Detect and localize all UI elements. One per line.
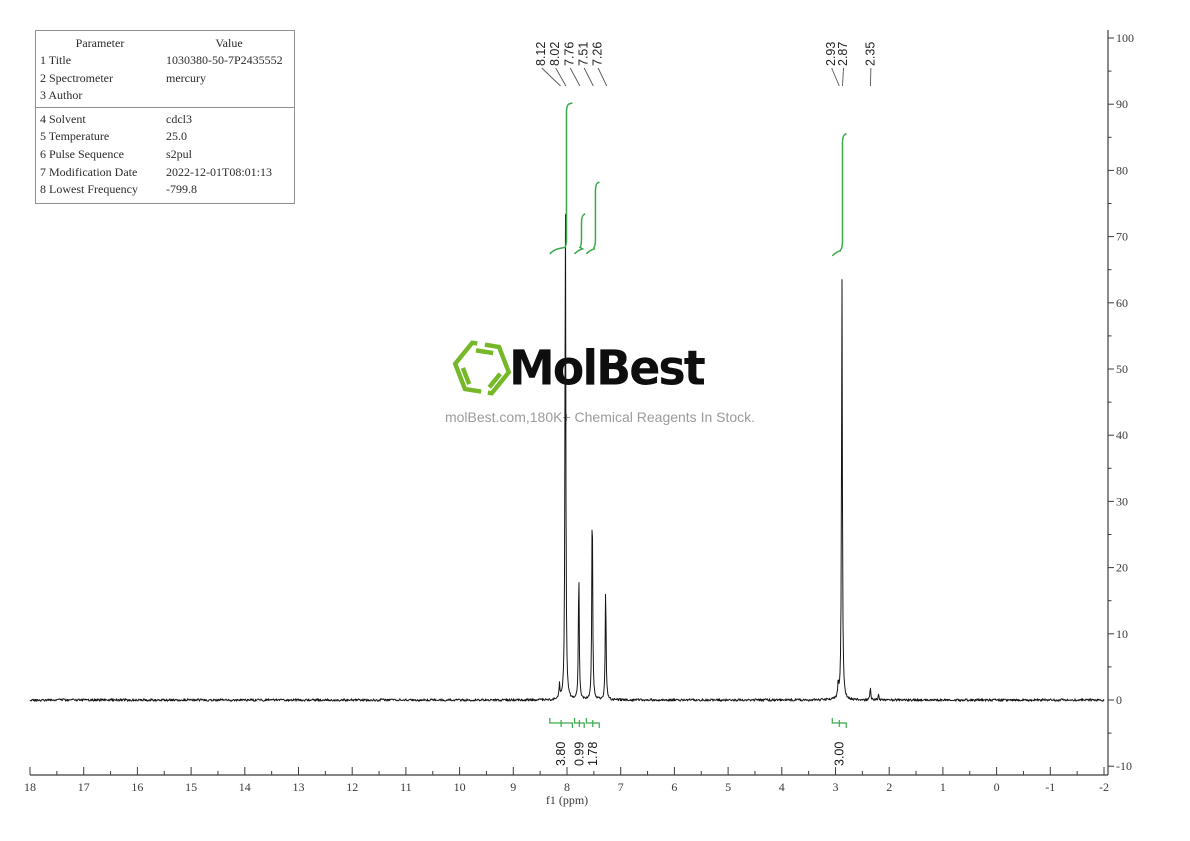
x-axis-tick-label: 14 [239,780,251,794]
y-axis-tick-label: 10 [1116,627,1128,641]
x-axis-tick-label: 0 [994,780,1000,794]
header-parameter: Parameter [75,36,125,50]
peak-label: 2.87 [836,42,850,66]
y-axis-tick-label: 60 [1116,296,1128,310]
x-axis-tick-label: 16 [131,780,143,794]
y-axis-tick-label: 0 [1116,693,1122,707]
peak-label: 8.12 [534,42,548,66]
spectrum-trace [29,213,1105,702]
x-axis-tick-label: 13 [293,780,305,794]
peak-label-leader-line [555,67,567,87]
param-row-title: 1 Title 1030380-50-7P2435552 [40,53,283,67]
peak-label-leader-line [831,67,840,87]
x-axis-tick-label: 15 [185,780,197,794]
param-row-temperature: 5 Temperature 25.0 [40,129,187,144]
x-axis-tick-label: 4 [779,780,785,794]
x-axis-tick-label: 9 [510,780,516,794]
y-axis-tick-label: -10 [1116,759,1132,773]
param-row-solvent: 4 Solvent cdcl3 [40,111,192,126]
y-axis-tick-label: 30 [1116,494,1128,508]
peak-label-leader-line [583,67,594,87]
peak-label-leader-line [869,67,872,87]
parameter-table-header: Parameter Value [36,34,294,52]
x-axis-tick-label: 8 [564,780,570,794]
molbest-logo-text: MolBest [509,339,706,397]
x-axis-tick-label: 2 [886,780,892,794]
peak-label: 7.26 [591,42,605,66]
param-row-pulse-sequence: 6 Pulse Sequence s2pul [40,146,193,161]
x-axis-tick-label: 5 [725,780,731,794]
peak-label-leader-line [842,67,844,87]
peak-label: 8.02 [548,42,562,66]
integral-value: 0.99 [572,742,586,766]
x-axis-tick-label: 12 [346,780,358,794]
peak-label-leader-line [597,67,608,87]
param-row-spectrometer: 2 Spectrometer mercury [40,70,206,85]
x-axis-tick-label: 6 [671,780,677,794]
x-axis-tick-label: 11 [400,780,412,794]
integral-value: 3.80 [554,742,568,766]
x-axis-tick-label: 7 [618,780,624,794]
integral-curve [585,181,600,255]
molbest-hexagon-icon [452,340,512,396]
param-row-lowest-frequency: 8 Lowest Frequency -799.8 [40,182,197,197]
x-axis-tick-label: 18 [24,780,36,794]
param-row-modification-date: 7 Modification Date 2022-12-01T08:01:13 [40,164,272,179]
x-axis-tick-label: 17 [78,780,90,794]
x-axis-tick-label: 1 [940,780,946,794]
peak-label: 2.93 [824,42,838,66]
header-value: Value [215,36,243,50]
x-axis-tick-label: 10 [454,780,466,794]
parameter-table: Parameter Value 1 Title 1030380-50-7P243… [35,30,295,204]
y-axis-tick-label: 100 [1116,31,1134,45]
molbest-tagline: molBest.com,180K+ Chemical Reagents In S… [444,409,756,425]
integral-value: 1.78 [586,742,600,766]
integral-value: 3.00 [832,742,846,766]
peak-label: 7.51 [577,42,591,66]
peak-label-leader-line [569,67,581,87]
x-axis-title: f1 (ppm) [546,793,588,807]
y-axis-tick-label: 80 [1116,163,1128,177]
peak-label: 7.76 [563,42,577,66]
peak-label-leader-line [541,67,561,87]
integral-curve [831,132,847,257]
x-axis-tick-label: -2 [1099,780,1109,794]
integral-curve [549,102,573,255]
y-axis-tick-label: 50 [1116,362,1128,376]
x-axis-tick-label: 3 [833,780,839,794]
x-axis-tick-label: -1 [1045,780,1055,794]
y-axis-tick-label: 20 [1116,561,1128,575]
y-axis-tick-label: 40 [1116,428,1128,442]
param-row-author: 3 Author [36,87,294,108]
integral-curve [573,213,586,255]
peak-label: 2.35 [863,42,877,66]
y-axis-tick-label: 70 [1116,230,1128,244]
y-axis-tick-label: 90 [1116,97,1128,111]
